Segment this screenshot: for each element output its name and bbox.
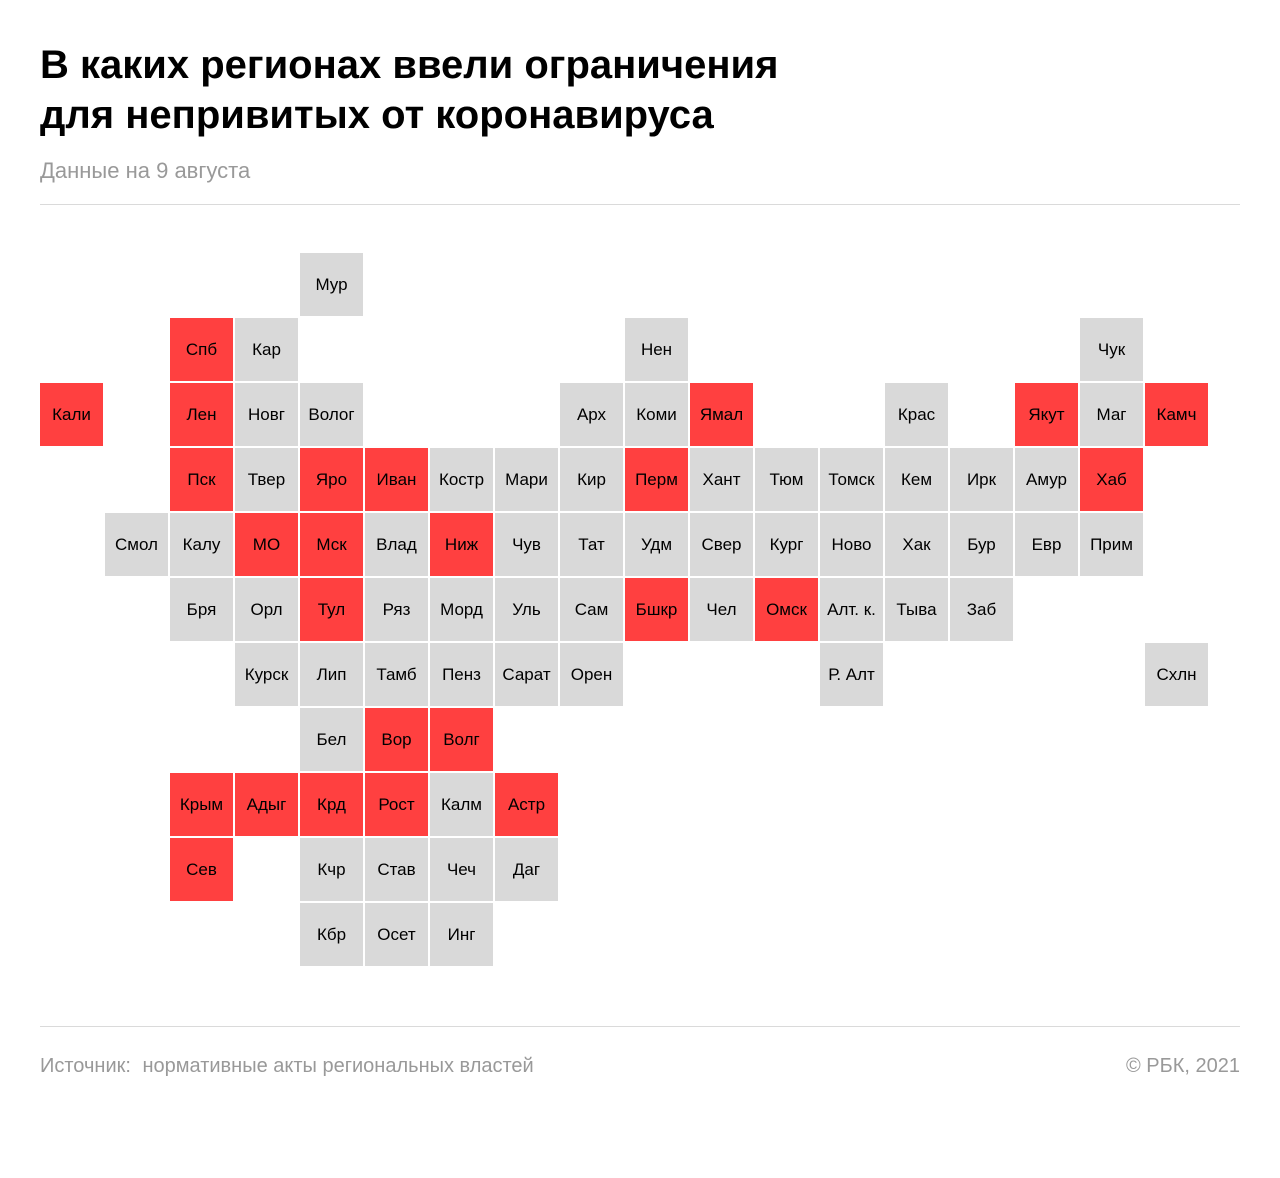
region-cell: Бур	[950, 513, 1013, 576]
region-cell: Тюм	[755, 448, 818, 511]
region-cell: Чув	[495, 513, 558, 576]
region-cell: Перм	[625, 448, 688, 511]
region-cell: Ряз	[365, 578, 428, 641]
region-cell: Иван	[365, 448, 428, 511]
region-cell: Твер	[235, 448, 298, 511]
region-cell: Сарат	[495, 643, 558, 706]
title-line-1: В каких регионах ввели ограничения	[40, 43, 778, 87]
region-cell: Амур	[1015, 448, 1078, 511]
region-cell: Крд	[300, 773, 363, 836]
region-cell: Осет	[365, 903, 428, 966]
region-cell: Лен	[170, 383, 233, 446]
region-cell: Пенз	[430, 643, 493, 706]
region-cell: Алт. к.	[820, 578, 883, 641]
region-cell: Сам	[560, 578, 623, 641]
region-cell: Омск	[755, 578, 818, 641]
region-cell: Крым	[170, 773, 233, 836]
region-cell: Ямал	[690, 383, 753, 446]
region-cell: Тат	[560, 513, 623, 576]
region-cell: Маг	[1080, 383, 1143, 446]
title-line-2: для непривитых от коронавируса	[40, 93, 714, 137]
region-cell: Тыва	[885, 578, 948, 641]
region-cell: Бшкр	[625, 578, 688, 641]
region-cell: Схлн	[1145, 643, 1208, 706]
region-cell: Морд	[430, 578, 493, 641]
region-cell: Кали	[40, 383, 103, 446]
region-cell: МО	[235, 513, 298, 576]
region-cell: Свер	[690, 513, 753, 576]
region-cell: Бря	[170, 578, 233, 641]
region-cell: Кчр	[300, 838, 363, 901]
region-cell: Якут	[1015, 383, 1078, 446]
map-container: Мур СпбКар Нен Чук Кали ЛенНовгВолог АрхКомиЯм…	[40, 205, 1240, 1026]
region-cell: Нен	[625, 318, 688, 381]
region-cell: Арх	[560, 383, 623, 446]
region-cell: Уль	[495, 578, 558, 641]
region-cell: Волог	[300, 383, 363, 446]
region-cell: Мур	[300, 253, 363, 316]
region-cell: Калм	[430, 773, 493, 836]
footer-source-label: Источник:	[40, 1055, 131, 1077]
region-cell: Тул	[300, 578, 363, 641]
footer-source-text: нормативные акты региональных властей	[143, 1055, 534, 1077]
region-cell: Крас	[885, 383, 948, 446]
region-cell: Тамб	[365, 643, 428, 706]
region-cell: Вор	[365, 708, 428, 771]
region-cell: Пск	[170, 448, 233, 511]
region-cell: Рост	[365, 773, 428, 836]
region-cell: Чел	[690, 578, 753, 641]
region-cell: Смол	[105, 513, 168, 576]
region-cell: Коми	[625, 383, 688, 446]
region-cell: Хак	[885, 513, 948, 576]
region-cell: Томск	[820, 448, 883, 511]
region-cell: Кар	[235, 318, 298, 381]
region-cell: Волг	[430, 708, 493, 771]
region-cell: Хант	[690, 448, 753, 511]
region-cell: Яро	[300, 448, 363, 511]
region-cell: Чеч	[430, 838, 493, 901]
region-cell: Ниж	[430, 513, 493, 576]
region-cell: Астр	[495, 773, 558, 836]
region-cell: Даг	[495, 838, 558, 901]
region-cell: Инг	[430, 903, 493, 966]
region-cell: Прим	[1080, 513, 1143, 576]
region-cell: Став	[365, 838, 428, 901]
region-cell: Кург	[755, 513, 818, 576]
region-cell: Ирк	[950, 448, 1013, 511]
region-cell: Кбр	[300, 903, 363, 966]
region-cell: Заб	[950, 578, 1013, 641]
region-cell: Спб	[170, 318, 233, 381]
region-cell: Курск	[235, 643, 298, 706]
region-cell: Камч	[1145, 383, 1208, 446]
region-cell: Лип	[300, 643, 363, 706]
region-cell: Мари	[495, 448, 558, 511]
region-cell: Удм	[625, 513, 688, 576]
region-cell: Кем	[885, 448, 948, 511]
region-cell: Адыг	[235, 773, 298, 836]
region-cell: Евр	[1015, 513, 1078, 576]
region-cell: Р. Алт	[820, 643, 883, 706]
tile-grid-map: Мур СпбКар Нен Чук Кали ЛенНовгВолог АрхКомиЯм…	[40, 253, 1240, 966]
region-cell: Бел	[300, 708, 363, 771]
chart-subtitle: Данные на 9 августа	[40, 158, 1240, 184]
region-cell: Мск	[300, 513, 363, 576]
region-cell: Орл	[235, 578, 298, 641]
region-cell: Ново	[820, 513, 883, 576]
region-cell: Кир	[560, 448, 623, 511]
region-cell: Сев	[170, 838, 233, 901]
region-cell: Костр	[430, 448, 493, 511]
chart-title: В каких регионах ввели ограничения для н…	[40, 40, 1240, 140]
region-cell: Калу	[170, 513, 233, 576]
region-cell: Новг	[235, 383, 298, 446]
region-cell: Орен	[560, 643, 623, 706]
footer-source: Источник: нормативные акты региональных …	[40, 1055, 534, 1078]
footer: Источник: нормативные акты региональных …	[40, 1027, 1240, 1078]
region-cell: Хаб	[1080, 448, 1143, 511]
region-cell: Чук	[1080, 318, 1143, 381]
footer-copyright: © РБК, 2021	[1126, 1055, 1240, 1078]
region-cell: Влад	[365, 513, 428, 576]
